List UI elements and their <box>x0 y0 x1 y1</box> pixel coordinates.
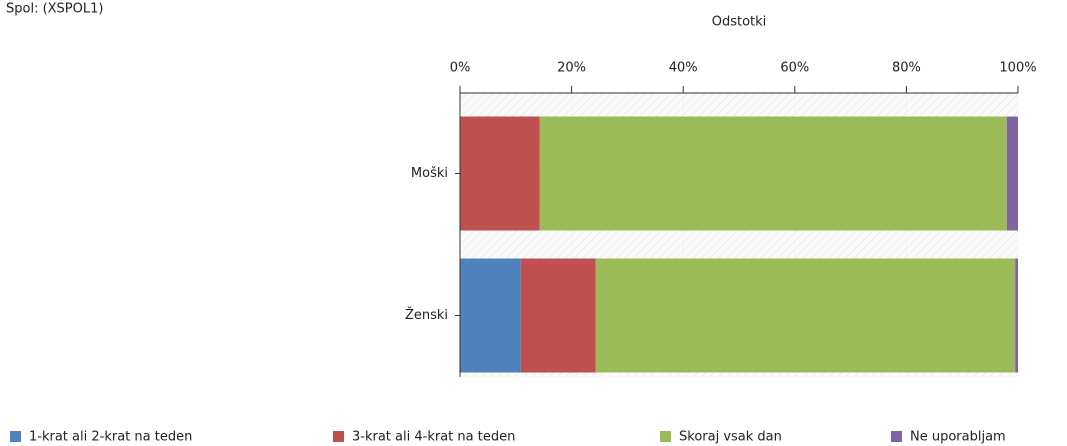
x-tick-label: 0% <box>450 61 471 76</box>
legend-label: Ne uporabljam <box>910 430 1006 445</box>
chart-title: Spol: (XSPOL1) <box>6 2 103 17</box>
legend-swatch <box>333 431 344 442</box>
legend-label: Skoraj vsak dan <box>679 430 782 445</box>
y-tick-label: Ženski <box>405 307 448 323</box>
legend-label: 1-krat ali 2-krat na teden <box>29 430 192 445</box>
x-tick-label: 100% <box>999 61 1036 76</box>
bar-segment <box>1006 116 1018 231</box>
x-tick-label: 40% <box>669 61 698 76</box>
x-tick-label: 60% <box>780 61 809 76</box>
bar-segment <box>595 258 1016 373</box>
legend-swatch <box>10 431 21 442</box>
axis-label: Odstotki <box>712 15 767 30</box>
bar-segment <box>460 258 521 373</box>
bar-segment <box>460 116 540 231</box>
bar-segment <box>520 258 596 373</box>
y-tick-label: Moški <box>411 166 448 181</box>
x-tick-label: 80% <box>892 61 921 76</box>
legend-swatch <box>891 431 902 442</box>
bar-segment <box>1015 258 1018 373</box>
legend-swatch <box>660 431 671 442</box>
bar-segment <box>539 116 1007 231</box>
legend-label: 3-krat ali 4-krat na teden <box>352 430 515 445</box>
x-tick-label: 20% <box>557 61 586 76</box>
